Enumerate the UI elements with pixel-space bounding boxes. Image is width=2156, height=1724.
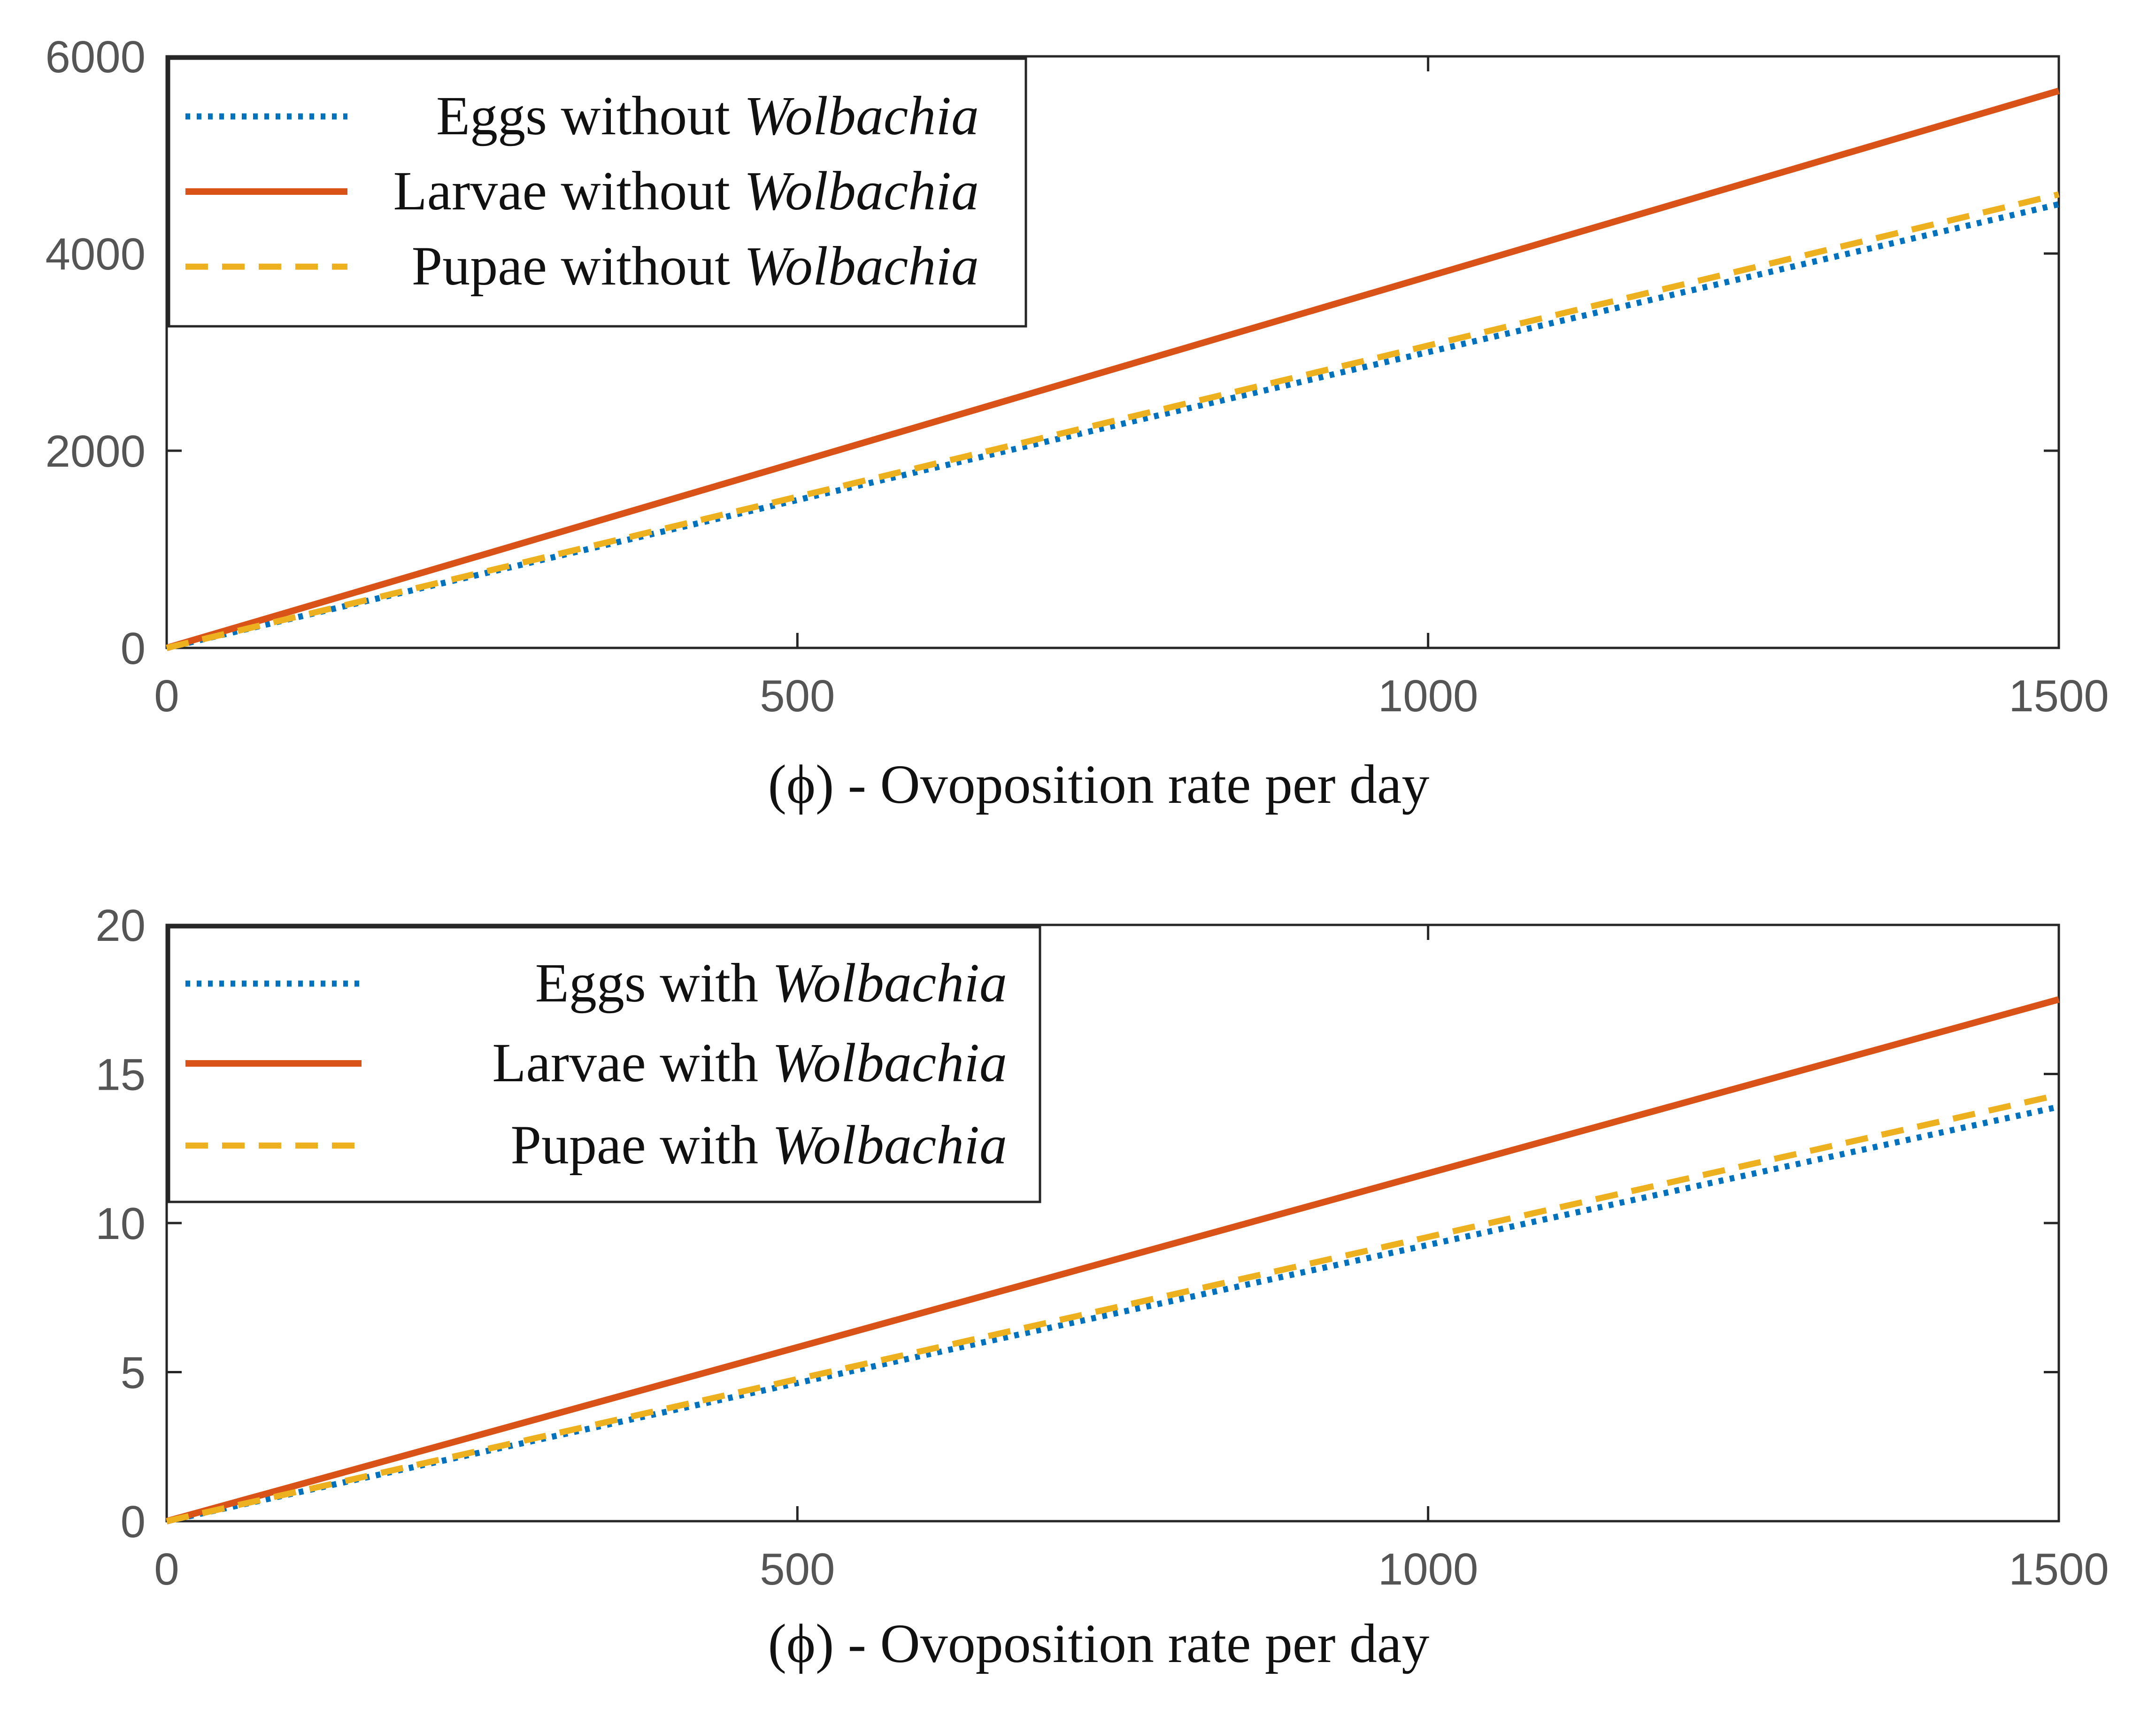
- y-tick-label: 5: [121, 1348, 146, 1398]
- legend-entry-text: Pupae without: [412, 235, 744, 297]
- legend-entry-italic-text: Wolbachia: [744, 85, 979, 146]
- series-line-eggs: [166, 1104, 2060, 1524]
- series-line-eggs: [166, 201, 2060, 651]
- series-line-larvae: [166, 87, 2060, 651]
- y-tick-label: 10: [95, 1199, 146, 1249]
- y-tick-label: 4000: [45, 229, 146, 279]
- y-tick-label: 0: [121, 623, 146, 674]
- legend-entry-text: Pupae with: [510, 1114, 772, 1176]
- legend-entry-italic-text: Wolbachia: [772, 952, 1007, 1014]
- x-tick-label: 0: [154, 671, 179, 721]
- x-tick-label: 500: [760, 1544, 835, 1594]
- legend-entry-label: Larvae with Wolbachia: [492, 1032, 1007, 1093]
- x-tick-label: 1000: [1378, 671, 1478, 721]
- x-tick-label: 1500: [2009, 671, 2109, 721]
- series-line-pupae: [166, 191, 2060, 651]
- legend-entry-label: Eggs without Wolbachia: [436, 85, 979, 146]
- x-tick-label: 500: [760, 671, 835, 721]
- legend-entry-text: Larvae without: [393, 160, 744, 222]
- y-tick-label: 15: [95, 1050, 146, 1100]
- x-tick-label: 1000: [1378, 1544, 1478, 1594]
- series-line-larvae: [166, 996, 2060, 1524]
- y-tick-label: 20: [95, 900, 146, 951]
- legend-entry-label: Eggs with Wolbachia: [535, 952, 1007, 1014]
- legend-entry-text: Eggs with: [535, 952, 772, 1014]
- legend-entry-italic-text: Wolbachia: [772, 1032, 1007, 1093]
- x-tick-label: 1500: [2009, 1544, 2109, 1594]
- y-tick-label: 0: [121, 1497, 146, 1547]
- legend-entry-label: Pupae with Wolbachia: [510, 1114, 1007, 1176]
- x-tick-label: 0: [154, 1544, 179, 1594]
- y-tick-label: 6000: [45, 32, 146, 82]
- legend-entry-text: Larvae with: [492, 1032, 772, 1093]
- legend-entry-italic-text: Wolbachia: [744, 235, 979, 297]
- x-axis-label: (ϕ) - Ovoposition rate per day: [768, 754, 1430, 815]
- legend-entry-italic-text: Wolbachia: [744, 160, 979, 222]
- y-tick-label: 2000: [45, 426, 146, 477]
- chart-panel-1: 0 500 1000 1500 0 2000 4000 6000 Eggs without Wo…: [45, 32, 2109, 815]
- legend-entry-label: Larvae without Wolbachia: [393, 160, 979, 222]
- legend-entry-italic-text: Wolbachia: [772, 1114, 1007, 1176]
- legend-entry-text: Eggs without: [436, 85, 744, 146]
- series-line-pupae: [166, 1092, 2060, 1524]
- legend-entry-label: Pupae without Wolbachia: [412, 235, 979, 297]
- x-axis-label: (ϕ) - Ovoposition rate per day: [768, 1613, 1430, 1674]
